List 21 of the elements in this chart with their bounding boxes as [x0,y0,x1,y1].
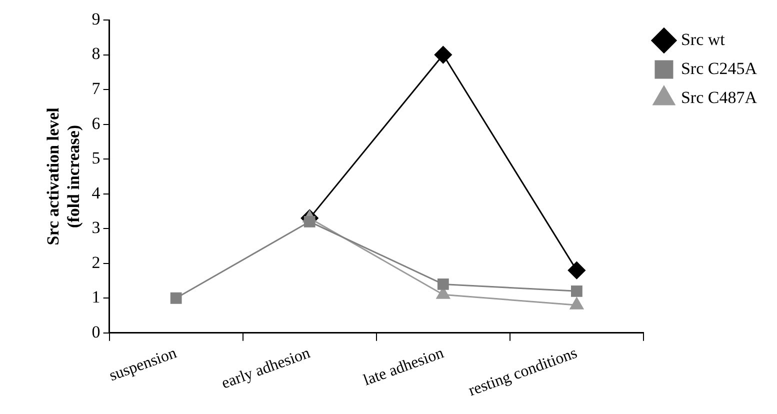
point [437,278,449,290]
y-tick-label: 2 [92,252,100,272]
y-tick-label: 8 [92,44,100,64]
point [571,285,582,297]
x-tick-label: late adhesion [361,344,446,390]
y-tick-label: 7 [92,79,101,98]
point [170,292,182,304]
x-tick-label: early adhesion [219,344,312,392]
y-tick-label: 1 [92,288,100,307]
legend-label: Src C487A [680,88,758,107]
legend-label: Src wt [680,30,726,49]
y-tick-label: 4 [92,183,101,202]
point [568,262,586,280]
y-axis-title: Src activation level (fold increase) [44,107,83,246]
y-tick-label: 6 [92,114,100,133]
point [434,46,452,64]
legend-label: Src C245A [680,58,758,78]
y-tick-label: 0 [92,322,100,342]
y-tick-label: 3 [92,218,100,238]
y-tick-label: 9 [92,9,100,28]
y-tick-label: 5 [92,148,100,168]
